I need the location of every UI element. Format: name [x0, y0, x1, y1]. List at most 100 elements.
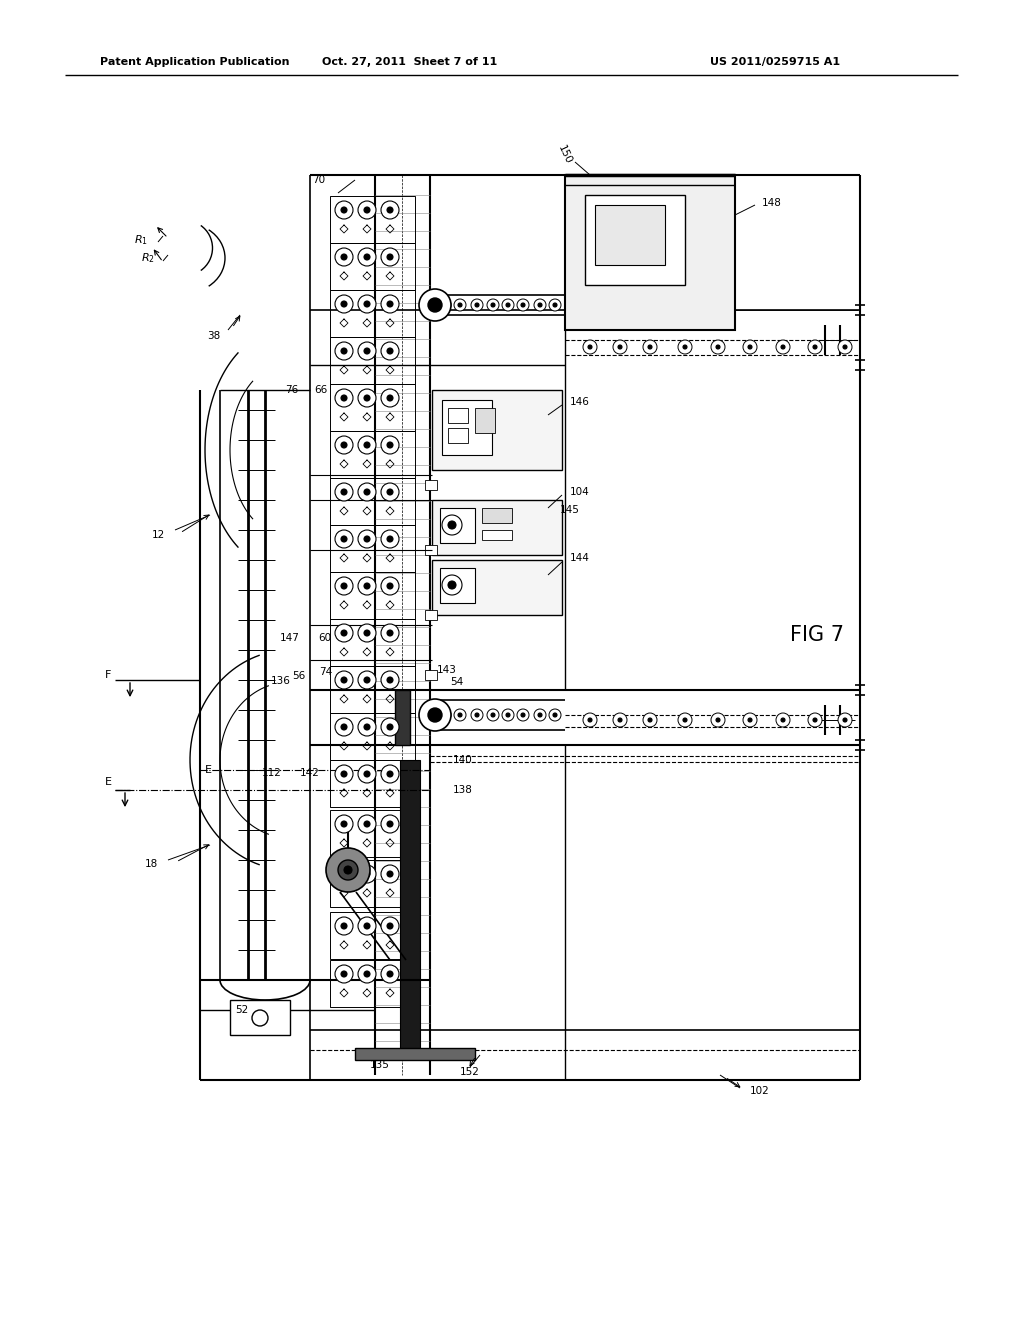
Bar [330, 861, 415, 907]
Bar [425, 671, 437, 680]
Circle shape [618, 718, 622, 722]
Circle shape [387, 207, 393, 213]
Circle shape [381, 624, 399, 642]
Circle shape [381, 577, 399, 595]
Circle shape [449, 521, 456, 529]
Circle shape [471, 300, 483, 312]
Circle shape [716, 345, 720, 348]
Text: 56: 56 [292, 671, 305, 681]
Circle shape [387, 488, 393, 495]
Circle shape [613, 713, 627, 727]
Circle shape [781, 718, 785, 722]
Text: 104: 104 [570, 487, 590, 498]
Circle shape [387, 253, 393, 260]
Text: 135: 135 [370, 1060, 390, 1071]
Bar [595, 205, 665, 265]
Text: 102: 102 [750, 1086, 770, 1096]
Bar [442, 400, 492, 455]
Text: 70: 70 [312, 176, 325, 185]
Bar [330, 478, 415, 525]
Circle shape [838, 713, 852, 727]
Text: 143: 143 [437, 665, 457, 675]
Circle shape [341, 536, 347, 543]
Text: $R_2$: $R_2$ [141, 251, 155, 265]
Text: 54: 54 [450, 677, 463, 686]
Bar [475, 408, 495, 433]
Circle shape [716, 718, 720, 722]
Circle shape [364, 583, 370, 589]
Circle shape [454, 709, 466, 721]
Text: 38: 38 [207, 331, 220, 341]
Circle shape [683, 345, 687, 348]
Circle shape [335, 624, 353, 642]
Circle shape [358, 201, 376, 219]
Circle shape [813, 718, 817, 722]
Circle shape [358, 718, 376, 737]
Bar [585, 195, 685, 285]
Bar [230, 1001, 290, 1035]
Circle shape [521, 304, 525, 308]
Bar [432, 560, 562, 615]
Circle shape [678, 713, 692, 727]
Circle shape [517, 709, 529, 721]
Circle shape [358, 531, 376, 548]
Bar [330, 432, 415, 478]
Circle shape [335, 294, 353, 313]
Bar [440, 568, 475, 603]
Circle shape [381, 436, 399, 454]
Circle shape [381, 389, 399, 407]
Circle shape [449, 581, 456, 589]
Circle shape [387, 630, 393, 636]
Circle shape [381, 342, 399, 360]
Circle shape [419, 289, 451, 321]
Circle shape [458, 304, 462, 308]
Circle shape [387, 972, 393, 977]
Circle shape [683, 718, 687, 722]
Circle shape [521, 713, 525, 717]
Text: F: F [104, 671, 112, 680]
Circle shape [381, 248, 399, 267]
Circle shape [387, 442, 393, 447]
Circle shape [454, 300, 466, 312]
Text: E: E [104, 777, 112, 787]
Bar [330, 572, 415, 619]
Circle shape [428, 708, 442, 722]
Circle shape [808, 341, 822, 354]
Circle shape [381, 294, 399, 313]
Text: Oct. 27, 2011  Sheet 7 of 11: Oct. 27, 2011 Sheet 7 of 11 [323, 57, 498, 67]
Circle shape [341, 630, 347, 636]
Circle shape [326, 847, 370, 892]
Circle shape [364, 972, 370, 977]
Circle shape [381, 865, 399, 883]
Bar [330, 525, 415, 572]
Circle shape [838, 341, 852, 354]
Circle shape [475, 713, 479, 717]
Bar [425, 545, 437, 554]
Bar [330, 195, 415, 243]
Circle shape [387, 348, 393, 354]
Circle shape [335, 671, 353, 689]
Circle shape [813, 345, 817, 348]
Bar [440, 508, 475, 543]
Circle shape [588, 345, 592, 348]
Circle shape [387, 395, 393, 401]
Bar [330, 713, 415, 760]
Circle shape [648, 345, 652, 348]
Bar [565, 176, 735, 330]
Circle shape [341, 488, 347, 495]
Bar [330, 912, 415, 960]
Circle shape [553, 304, 557, 308]
Circle shape [358, 577, 376, 595]
Circle shape [843, 718, 847, 722]
Circle shape [439, 300, 451, 312]
Circle shape [443, 713, 447, 717]
Circle shape [358, 671, 376, 689]
Circle shape [743, 341, 757, 354]
Circle shape [341, 871, 347, 876]
Circle shape [781, 345, 785, 348]
Circle shape [387, 723, 393, 730]
Circle shape [335, 577, 353, 595]
Circle shape [341, 395, 347, 401]
Text: 148: 148 [762, 198, 782, 209]
Text: US 2011/0259715 A1: US 2011/0259715 A1 [710, 57, 840, 67]
